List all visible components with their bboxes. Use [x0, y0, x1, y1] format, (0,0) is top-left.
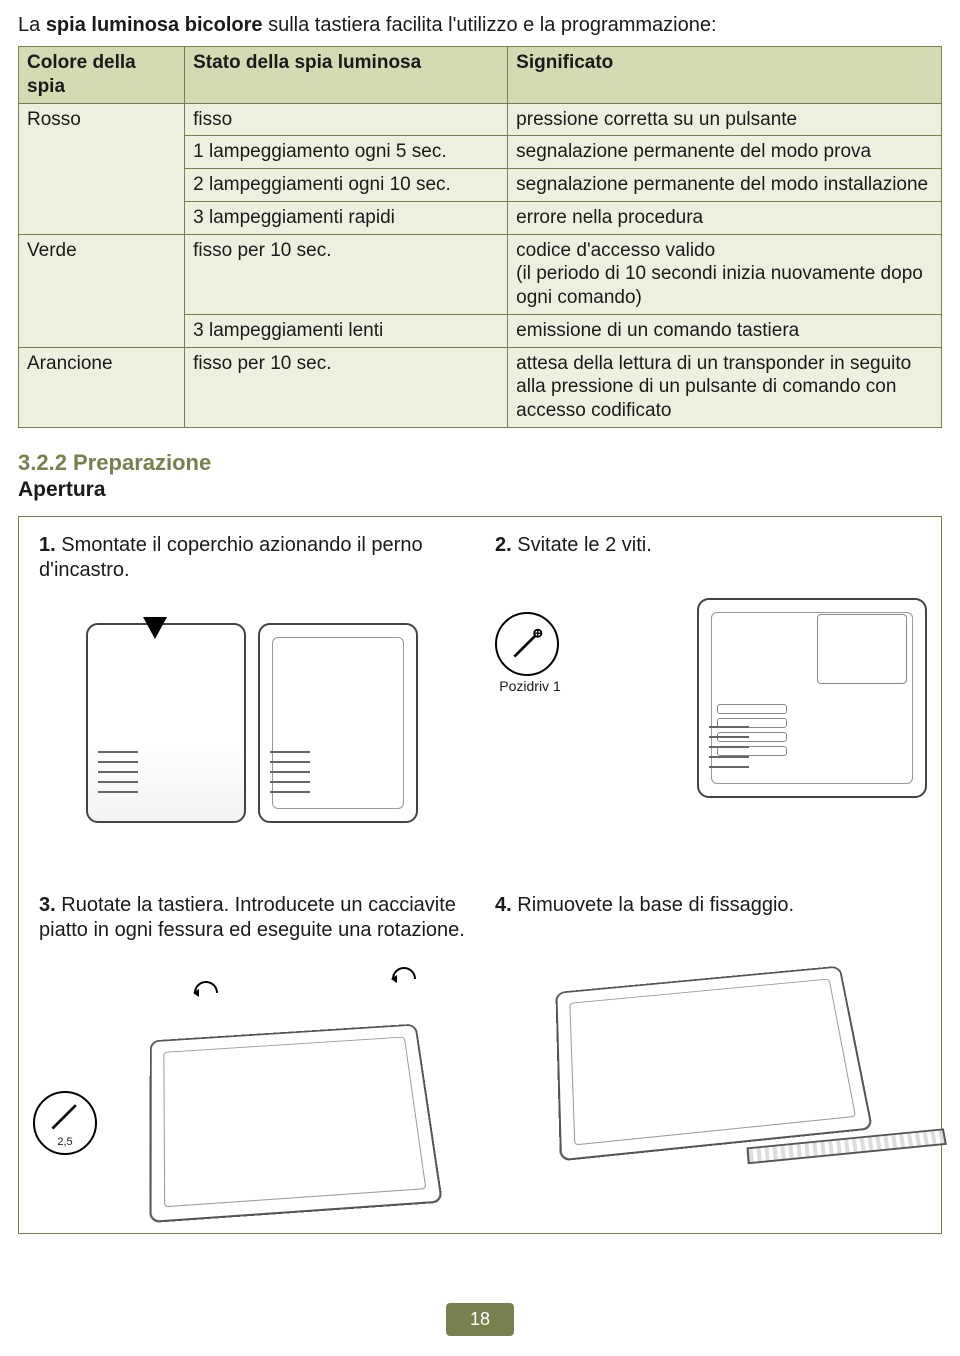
table-row: Verde fisso per 10 sec. codice d'accesso…: [19, 234, 942, 314]
cell-meaning: emissione di un comando tastiera: [508, 314, 942, 347]
step-illustration: [33, 593, 471, 853]
intro-prefix: La: [18, 14, 46, 36]
th-meaning: Significato: [508, 47, 942, 104]
screwdriver-tool: [495, 612, 559, 676]
cell-meaning: codice d'accesso valido (il periodo di 1…: [508, 234, 942, 314]
steps-row-2: 3. Ruotate la tastiera. Introducete un c…: [33, 893, 927, 1213]
step-desc: Rimuovete la base di fissaggio.: [517, 894, 794, 916]
step-number: 1.: [39, 534, 56, 556]
page-footer: 18: [0, 1303, 960, 1336]
cell-state: fisso per 10 sec.: [185, 234, 508, 314]
th-state: Stato della spia luminosa: [185, 47, 508, 104]
step-1: 1. Smontate il coperchio azionando il pe…: [33, 533, 471, 853]
led-status-table: Colore della spia Stato della spia lumin…: [18, 46, 942, 428]
cell-state: 3 lampeggiamenti rapidi: [185, 201, 508, 234]
device-front-icon: [86, 623, 246, 823]
arrow-down-icon: [143, 617, 167, 639]
table-row: Arancione fisso per 10 sec. attesa della…: [19, 347, 942, 427]
step-illustration: 2,5: [33, 953, 471, 1213]
rotate-arrow-icon: [387, 959, 421, 987]
step-number: 2.: [495, 534, 512, 556]
cell-color: Verde: [19, 234, 185, 347]
tool-size: 2,5: [57, 1136, 72, 1148]
cell-state: 3 lampeggiamenti lenti: [185, 314, 508, 347]
rotate-arrow-icon: [189, 973, 223, 1001]
intro-suffix: sulla tastiera facilita l'utilizzo e la …: [263, 14, 717, 36]
step-desc: Svitate le 2 viti.: [517, 534, 652, 556]
device-open-icon: [258, 623, 418, 823]
page: La spia luminosa bicolore sulla tastiera…: [0, 0, 960, 1274]
step-illustration: Pozidriv 1: [489, 568, 927, 828]
tool-label: Pozidriv 1: [495, 678, 565, 694]
step-text: 1. Smontate il coperchio azionando il pe…: [33, 533, 471, 583]
steps-box: 1. Smontate il coperchio azionando il pe…: [18, 516, 942, 1234]
cell-meaning: segnalazione permanente del modo prova: [508, 136, 942, 169]
cell-state: fisso: [185, 103, 508, 136]
section-subhead: Apertura: [18, 478, 942, 502]
cell-meaning: segnalazione permanente del modo install…: [508, 169, 942, 202]
cell-state: 1 lampeggiamento ogni 5 sec.: [185, 136, 508, 169]
cell-meaning: errore nella procedura: [508, 201, 942, 234]
step-illustration: [489, 928, 927, 1188]
cell-state: fisso per 10 sec.: [185, 347, 508, 427]
step-text: 4. Rimuovete la base di fissaggio.: [489, 893, 927, 918]
step-number: 3.: [39, 894, 56, 916]
step-text: 2. Svitate le 2 viti.: [489, 533, 927, 558]
step-2: 2. Svitate le 2 viti. Pozidriv 1: [489, 533, 927, 853]
page-number: 18: [446, 1303, 514, 1336]
th-color: Colore della spia: [19, 47, 185, 104]
step-desc: Smontate il coperchio azionando il perno…: [39, 534, 423, 581]
step-4: 4. Rimuovete la base di fissaggio.: [489, 893, 927, 1213]
device-back-icon: [697, 598, 927, 798]
cell-meaning: attesa della lettura di un transponder i…: [508, 347, 942, 427]
cell-meaning: pressione corretta su un pulsante: [508, 103, 942, 136]
device-base-removed-icon: [555, 965, 873, 1161]
step-desc: Ruotate la tastiera. Introducete un cacc…: [39, 894, 465, 941]
table-row: Rosso fisso pressione corretta su un pul…: [19, 103, 942, 136]
intro-bold: spia luminosa bicolore: [46, 14, 263, 36]
table-header-row: Colore della spia Stato della spia lumin…: [19, 47, 942, 104]
section-title: 3.2.2 Preparazione: [18, 450, 942, 476]
cell-state: 2 lampeggiamenti ogni 10 sec.: [185, 169, 508, 202]
cell-color: Rosso: [19, 103, 185, 234]
flat-screwdriver-icon: 2,5: [33, 1091, 97, 1155]
device-bottom-icon: [149, 1023, 443, 1222]
screwdriver-icon: [495, 612, 559, 676]
step-3: 3. Ruotate la tastiera. Introducete un c…: [33, 893, 471, 1213]
intro-paragraph: La spia luminosa bicolore sulla tastiera…: [18, 12, 942, 38]
cell-color: Arancione: [19, 347, 185, 427]
step-text: 3. Ruotate la tastiera. Introducete un c…: [33, 893, 471, 943]
device-rotate-wrap: [109, 953, 471, 1213]
step-number: 4.: [495, 894, 512, 916]
steps-row-1: 1. Smontate il coperchio azionando il pe…: [33, 533, 927, 853]
